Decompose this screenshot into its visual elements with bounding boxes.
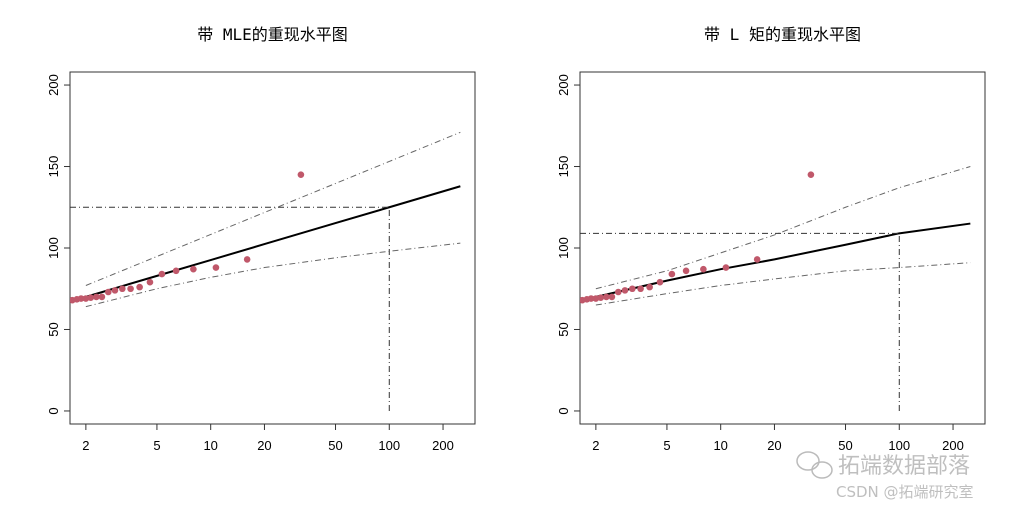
watermark: 拓端数据部落 CSDN @拓端研究室 [796, 451, 974, 501]
data-point [668, 270, 676, 278]
data-point [722, 264, 730, 271]
data-point [87, 294, 95, 302]
lower-ci-line [85, 242, 461, 308]
x-tick-label: 50 [838, 438, 852, 453]
y-tick-label: 100 [556, 237, 571, 259]
data-point [608, 293, 616, 301]
data-point [753, 256, 761, 263]
data-point [580, 296, 586, 304]
data-point [646, 283, 653, 291]
x-tick-label: 200 [432, 438, 454, 453]
data-point [603, 293, 610, 301]
data-point [621, 287, 629, 294]
chart-title: 带 L 矩的重现水平图 [704, 25, 861, 44]
y-tick-label: 0 [46, 407, 61, 414]
x-tick-label: 20 [767, 438, 781, 453]
panel-1: 带 MLE的重现水平图 0 50 100 150 200 2 5 10 20 50 100 200 [46, 25, 476, 453]
x-tick-label: 200 [942, 438, 964, 453]
plot-frame [69, 71, 476, 425]
panel-2: 带 L 矩的重现水平图 0 50 100 150 200 2 5 10 20 50 100 200 [556, 25, 986, 453]
data-point [629, 285, 636, 293]
data-point [127, 285, 134, 293]
y-tick-label: 50 [556, 322, 571, 336]
x-tick-label: 20 [257, 438, 271, 453]
data-point [111, 287, 119, 294]
data-point [297, 171, 305, 178]
x-tick-label: 100 [888, 438, 910, 453]
y-tick-label: 200 [556, 74, 571, 96]
x-tick-label: 10 [203, 438, 217, 453]
plot-frame [579, 71, 986, 425]
y-tick-label: 0 [556, 407, 571, 414]
data-point [592, 295, 600, 302]
watermark-line2: CSDN @拓端研究室 [836, 483, 974, 501]
y-tick-label: 50 [46, 322, 61, 336]
data-point [158, 270, 166, 278]
data-point [614, 288, 622, 296]
data-point [807, 171, 815, 178]
data-point [82, 295, 90, 302]
data-point [146, 278, 154, 286]
x-tick-label: 50 [328, 438, 342, 453]
x-tick-label: 10 [713, 438, 727, 453]
y-tick-label: 150 [46, 156, 61, 178]
x-tick-label: 100 [378, 438, 400, 453]
data-point [682, 267, 690, 275]
upper-ci-line [85, 131, 461, 286]
chart-title: 带 MLE的重现水平图 [197, 25, 348, 44]
x-tick-label: 5 [153, 438, 160, 453]
y-tick-label: 100 [46, 237, 61, 259]
x-tick-label: 5 [663, 438, 670, 453]
data-point [104, 288, 112, 296]
data-point [119, 285, 126, 293]
data-point [597, 294, 605, 302]
data-point [70, 296, 76, 304]
data-point [190, 265, 197, 273]
data-point [700, 265, 707, 273]
x-tick-label: 2 [82, 438, 89, 453]
data-point [656, 278, 664, 286]
data-point [243, 256, 251, 263]
watermark-line1: 拓端数据部落 [838, 454, 970, 479]
data-point [637, 285, 644, 293]
data-point [93, 293, 100, 301]
upper-ci-line [595, 166, 971, 290]
data-point [172, 267, 180, 275]
data-point [98, 293, 106, 301]
data-point [212, 264, 220, 271]
y-tick-label: 200 [46, 74, 61, 96]
wechat-icon [796, 451, 833, 479]
return-level-line [85, 185, 461, 298]
return-level-line [595, 222, 971, 298]
y-tick-label: 150 [556, 156, 571, 178]
x-tick-label: 2 [592, 438, 599, 453]
data-point [136, 283, 143, 291]
